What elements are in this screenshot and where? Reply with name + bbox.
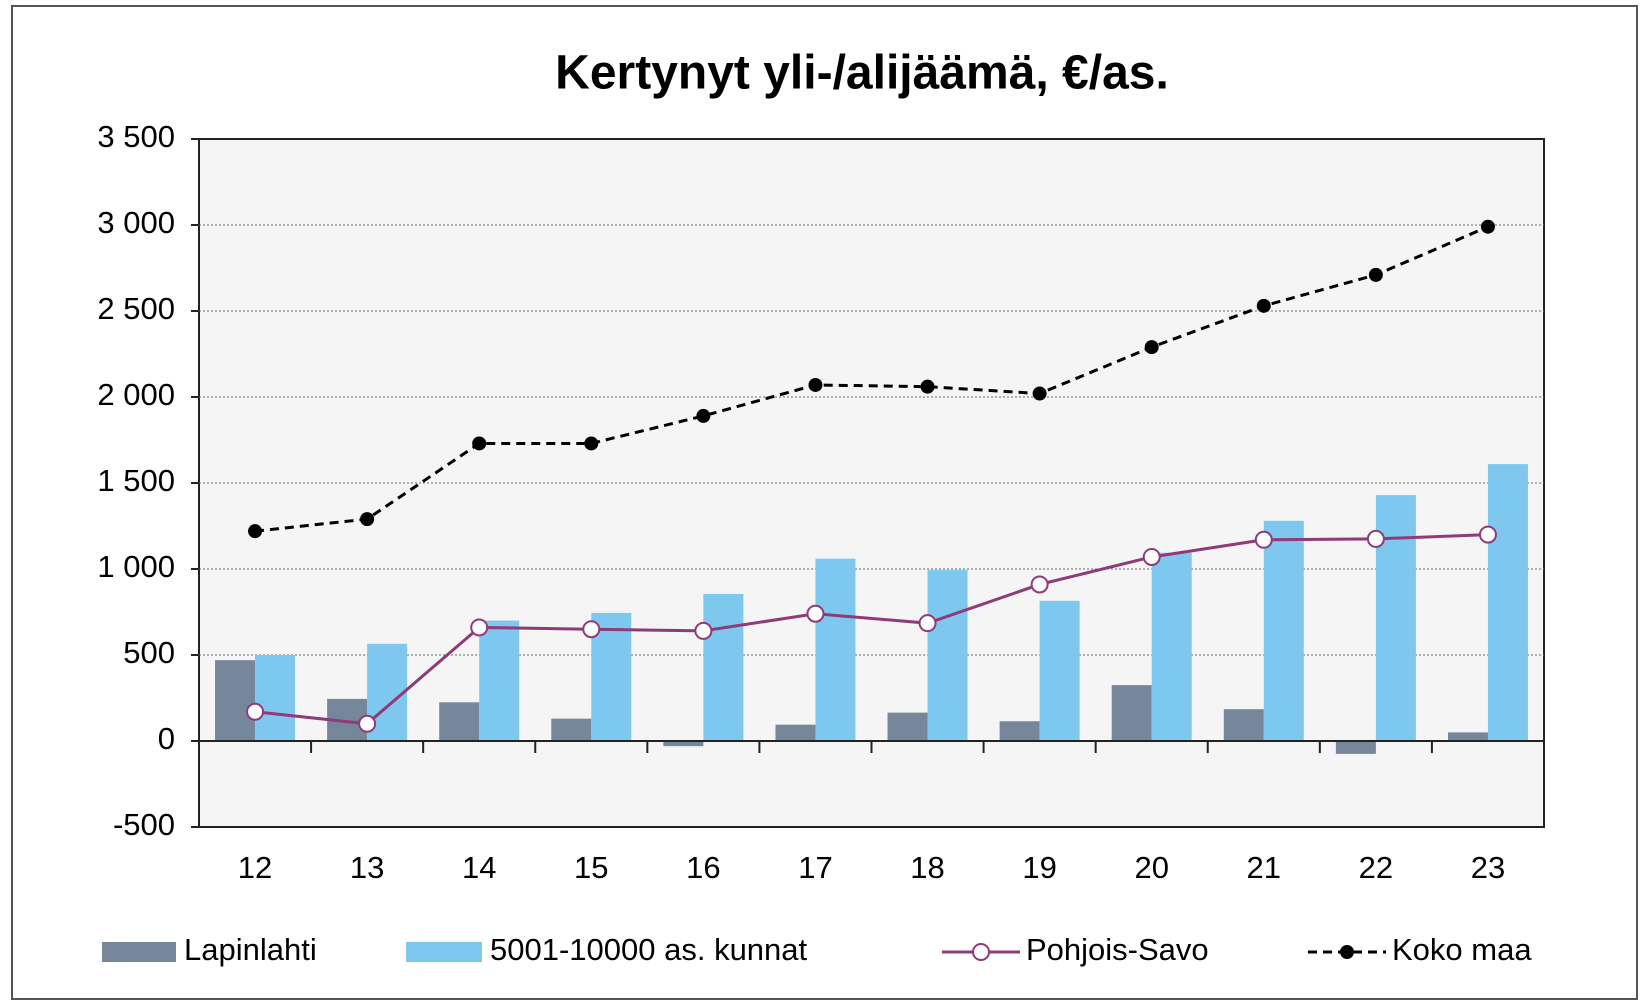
- bar: [1112, 685, 1152, 741]
- bar: [775, 725, 815, 741]
- bar: [888, 713, 928, 741]
- y-tick-label: 2 500: [97, 291, 175, 326]
- bar: [215, 660, 255, 741]
- marker: [1480, 527, 1496, 543]
- bar: [1224, 709, 1264, 741]
- marker: [473, 437, 485, 449]
- x-tick-label: 13: [350, 850, 384, 885]
- x-tick-label: 12: [238, 850, 272, 885]
- bar: [1488, 464, 1528, 741]
- chart-title: Kertynyt yli-/alijäämä, €/as.: [555, 47, 1169, 100]
- y-tick-label: 500: [123, 635, 175, 670]
- chart: Kertynyt yli-/alijäämä, €/as. -500 0 500 1 …: [0, 0, 1641, 1002]
- marker: [1144, 549, 1160, 565]
- marker: [697, 410, 709, 422]
- marker: [920, 615, 936, 631]
- marker: [1258, 300, 1270, 312]
- marker: [585, 437, 597, 449]
- x-tick-label: 21: [1247, 850, 1281, 885]
- x-tick-label: 20: [1134, 850, 1168, 885]
- legend-marker: [973, 944, 989, 960]
- y-tick-label: 3 500: [97, 119, 175, 154]
- y-tick-label: 1 500: [97, 463, 175, 498]
- marker: [361, 513, 373, 525]
- x-tick-label: 16: [686, 850, 720, 885]
- bar: [928, 570, 968, 741]
- legend-label: 5001-10000 as. kunnat: [490, 932, 808, 967]
- marker: [249, 525, 261, 537]
- marker: [359, 716, 375, 732]
- legend-label: Pohjois-Savo: [1026, 932, 1209, 967]
- marker: [247, 704, 263, 720]
- x-tick-label: 14: [462, 850, 496, 885]
- bar: [1264, 521, 1304, 741]
- marker: [1146, 341, 1158, 353]
- x-tick-label: 19: [1022, 850, 1056, 885]
- bar: [1152, 553, 1192, 741]
- bar: [1000, 721, 1040, 741]
- legend-label: Lapinlahti: [184, 932, 317, 967]
- x-tick-label: 23: [1471, 850, 1505, 885]
- marker: [1256, 532, 1272, 548]
- bar: [479, 621, 519, 741]
- marker: [1370, 269, 1382, 281]
- marker: [1032, 576, 1048, 592]
- bar: [1448, 732, 1488, 741]
- marker: [1368, 531, 1384, 547]
- legend-marker: [1341, 946, 1353, 958]
- marker: [809, 379, 821, 391]
- bar: [703, 594, 743, 741]
- marker: [1034, 388, 1046, 400]
- bar: [815, 559, 855, 741]
- bar: [551, 719, 591, 741]
- y-tick-label: 3 000: [97, 205, 175, 240]
- bar: [1336, 741, 1376, 754]
- marker: [922, 381, 934, 393]
- marker: [695, 623, 711, 639]
- bar: [1040, 601, 1080, 741]
- legend-swatch: [406, 942, 482, 962]
- x-tick-label: 15: [574, 850, 608, 885]
- legend-label: Koko maa: [1392, 932, 1532, 967]
- x-tick-label: 17: [798, 850, 832, 885]
- marker: [583, 621, 599, 637]
- bar: [439, 702, 479, 741]
- marker: [471, 619, 487, 635]
- y-tick-label: 0: [158, 721, 175, 756]
- y-tick-label: -500: [113, 807, 175, 842]
- marker: [1482, 221, 1494, 233]
- x-tick-label: 22: [1359, 850, 1393, 885]
- y-tick-label: 2 000: [97, 377, 175, 412]
- x-tick-label: 18: [910, 850, 944, 885]
- bar: [1376, 495, 1416, 741]
- marker: [807, 606, 823, 622]
- legend-swatch: [102, 942, 176, 962]
- bar: [255, 655, 295, 741]
- y-tick-label: 1 000: [97, 549, 175, 584]
